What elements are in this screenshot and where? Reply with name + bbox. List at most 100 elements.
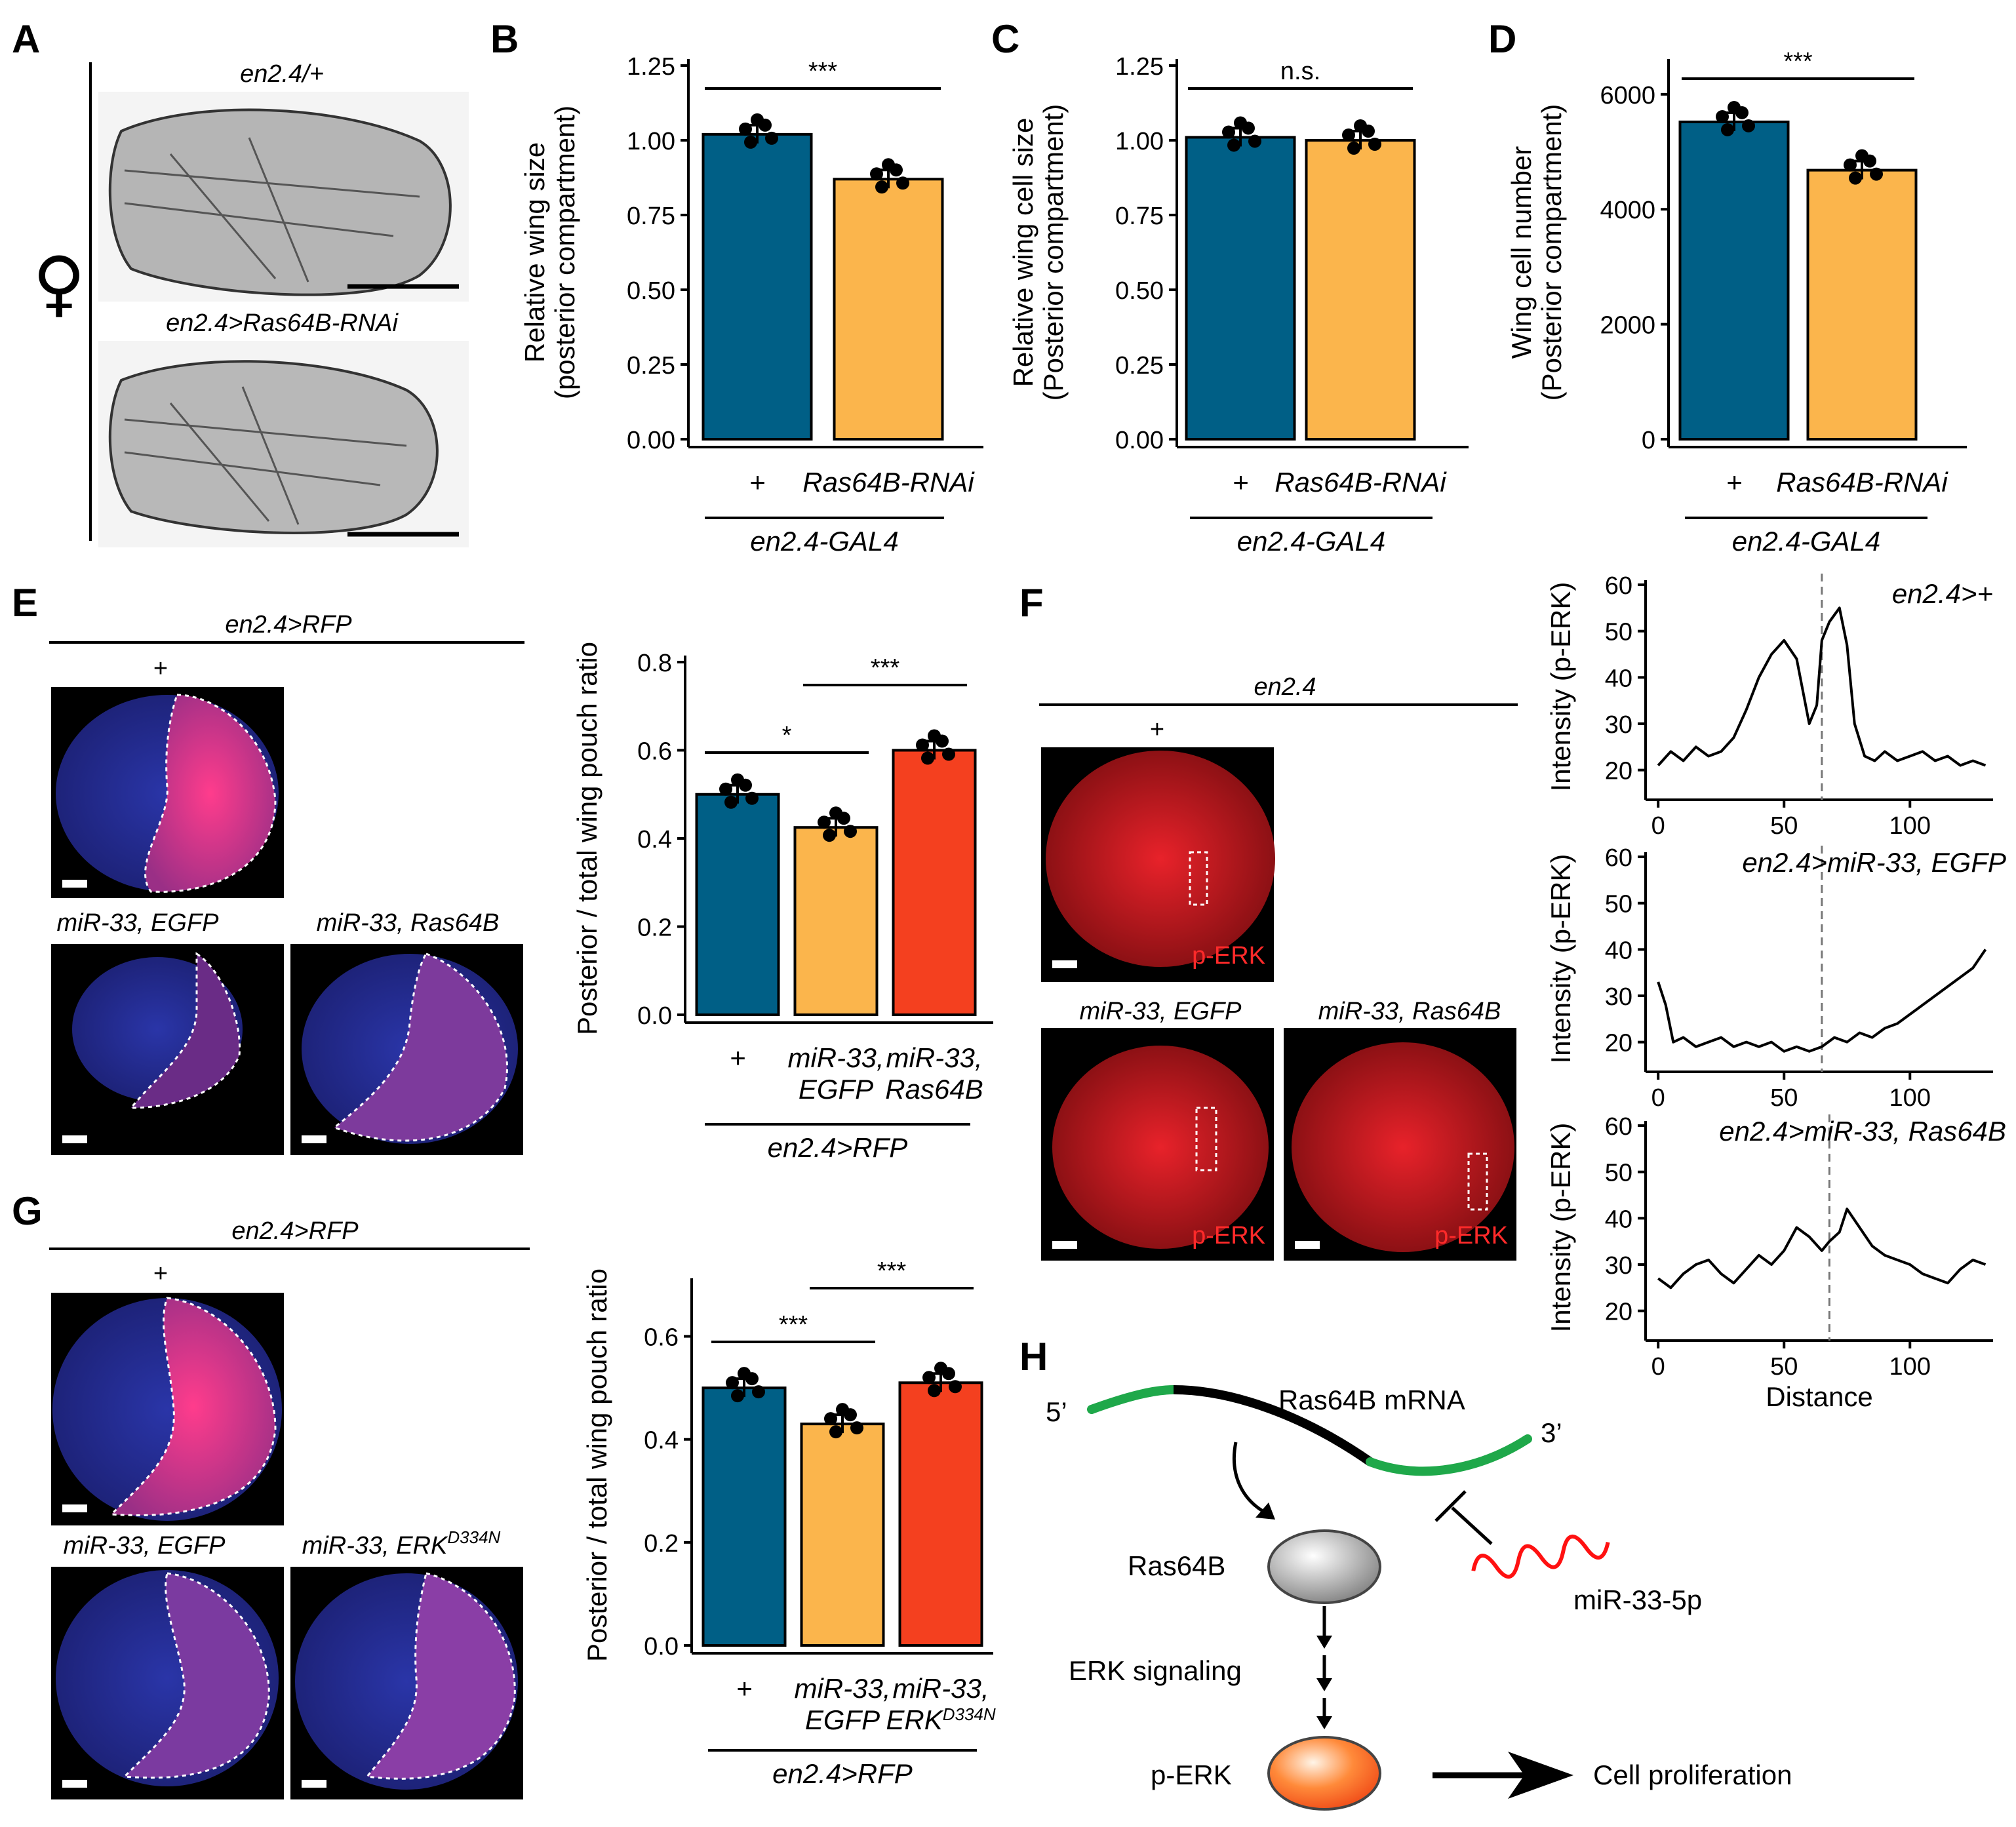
panel-label-c: C bbox=[991, 17, 1019, 61]
mrna-cds bbox=[1173, 1385, 1374, 1466]
y-axis-label: Posterior / total wing pouch ratio bbox=[582, 1268, 612, 1662]
data-point bbox=[731, 1389, 744, 1403]
panel-label-h: H bbox=[1019, 1335, 1048, 1379]
line-chart-2: 20 30 40 50 60 0 50 100 Intensity (p-ERK) en2.4>m… bbox=[1545, 844, 2006, 1112]
bar bbox=[702, 1386, 787, 1647]
bar bbox=[1806, 168, 1918, 441]
panel-a: ♀ en2.4/+ en2.4>Ras64B-RNAi bbox=[33, 60, 469, 547]
panel-label-e: E bbox=[12, 581, 38, 625]
x-tick-label: 100 bbox=[1889, 1084, 1931, 1112]
signal-arrowhead bbox=[1316, 1678, 1332, 1691]
wing-bottom-image bbox=[108, 360, 439, 534]
y-tick-label: 0.50 bbox=[627, 277, 675, 305]
y-tick-label: 0.4 bbox=[644, 1427, 679, 1455]
data-point bbox=[1347, 142, 1360, 155]
y-tick-label: 4000 bbox=[1600, 197, 1655, 224]
disc-image-perk bbox=[1292, 1042, 1514, 1252]
bar bbox=[800, 1423, 885, 1647]
y-tick-label: 0.0 bbox=[637, 1002, 672, 1030]
disc-image-posterior bbox=[144, 694, 277, 893]
roi-box bbox=[1195, 1107, 1217, 1171]
wing-top-image bbox=[108, 108, 452, 296]
data-point bbox=[719, 782, 732, 796]
panel-g-images: en2.4>RFP + miR-33, EGFP miR-33, ERKD334… bbox=[49, 1217, 530, 1799]
y-tick-label: 0.00 bbox=[1115, 427, 1164, 454]
panel-label-f: F bbox=[1019, 581, 1044, 625]
data-point bbox=[751, 113, 764, 127]
y-tick-label: 50 bbox=[1605, 1160, 1632, 1187]
perk-label: p-ERK bbox=[1192, 942, 1265, 970]
proliferation-arrowhead bbox=[1508, 1752, 1573, 1799]
y-tick-label: 0.6 bbox=[637, 738, 672, 766]
significance-label: *** bbox=[877, 1257, 907, 1285]
translation-arrowhead bbox=[1255, 1503, 1275, 1520]
bar bbox=[892, 749, 977, 1016]
y-tick-label: 0.2 bbox=[644, 1530, 679, 1558]
x-tick-label: 50 bbox=[1770, 1353, 1798, 1381]
disc-image-perk bbox=[1052, 1046, 1269, 1249]
y-tick-label: 40 bbox=[1605, 1206, 1632, 1233]
data-point bbox=[745, 791, 759, 805]
panel-g-sub2: miR-33, ERKD334N bbox=[302, 1527, 501, 1560]
panel-f-sub1: miR-33, EGFP bbox=[1079, 998, 1242, 1025]
x-tick-label: 100 bbox=[1889, 1353, 1931, 1381]
x-tick-label: 100 bbox=[1889, 812, 1931, 840]
data-point bbox=[1222, 125, 1235, 139]
y-axis-label: Relative wing cell size bbox=[1008, 118, 1038, 387]
y-tick-label: 30 bbox=[1605, 1252, 1632, 1280]
ras-protein bbox=[1267, 1529, 1381, 1604]
category-label-sup: D334N bbox=[943, 1704, 996, 1724]
y-tick-label: 0.25 bbox=[1115, 352, 1164, 380]
panel-f-header: en2.4 bbox=[1254, 673, 1316, 701]
y-tick-label: 0.8 bbox=[637, 650, 672, 677]
data-point bbox=[1742, 119, 1755, 132]
data-point bbox=[824, 1412, 837, 1426]
mrna-5prime: 5’ bbox=[1046, 1396, 1067, 1427]
roi-box bbox=[1189, 851, 1208, 906]
bar bbox=[1305, 139, 1416, 441]
x-tick-label: 0 bbox=[1651, 812, 1665, 840]
disc-image-perk bbox=[1046, 751, 1275, 967]
category-label: EGFP bbox=[799, 1074, 873, 1105]
data-point bbox=[882, 158, 895, 172]
data-point bbox=[752, 1385, 765, 1399]
category-label: Ras64B-RNAi bbox=[1275, 467, 1447, 498]
y-tick-label: 0 bbox=[1642, 427, 1655, 454]
data-point bbox=[829, 1425, 842, 1439]
panel-f-images: en2.4 + p-ERK miR-33, EGFP miR-33, Ras64… bbox=[1039, 673, 1518, 1261]
chart-c: 0.00 0.25 0.50 0.75 1.00 1.25 Relative wing ce… bbox=[1008, 53, 1469, 557]
panel-e-images: en2.4>RFP + miR-33, EGFP miR-33, Ras64B bbox=[49, 611, 524, 1155]
y-tick-label: 2000 bbox=[1600, 312, 1655, 340]
y-tick-label: 60 bbox=[1605, 1113, 1632, 1141]
translation-arrow bbox=[1232, 1442, 1270, 1516]
panel-e-sub2: miR-33, Ras64B bbox=[317, 909, 500, 937]
category-label: + bbox=[749, 467, 766, 498]
data-point bbox=[765, 131, 778, 145]
data-point bbox=[829, 806, 842, 820]
x-tick-label: 0 bbox=[1651, 1353, 1665, 1381]
intensity-line bbox=[1657, 1208, 1986, 1289]
bar bbox=[793, 826, 879, 1016]
scale-bar bbox=[302, 1135, 326, 1143]
y-axis-label: (Posterior compartment) bbox=[1536, 104, 1567, 401]
data-point bbox=[1716, 109, 1729, 123]
data-point bbox=[934, 1362, 947, 1375]
y-tick-label: 6000 bbox=[1600, 82, 1655, 109]
data-point bbox=[738, 1367, 751, 1381]
panel-g-sub1: miR-33, EGFP bbox=[63, 1532, 226, 1560]
panel-e-sub1: miR-33, EGFP bbox=[56, 909, 219, 937]
line-chart-1: 20 30 40 50 60 0 50 100 Intensity (p-ERK) en2.4>+ bbox=[1545, 572, 1993, 840]
mirna-label: miR-33-5p bbox=[1573, 1584, 1702, 1615]
data-point bbox=[928, 1384, 941, 1398]
y-tick-label: 50 bbox=[1605, 891, 1632, 918]
y-tick-label: 30 bbox=[1605, 983, 1632, 1011]
chart-e: 0.0 0.2 0.4 0.6 0.8 Posterior / total wing po… bbox=[572, 642, 993, 1163]
y-tick-label: 1.00 bbox=[627, 128, 675, 155]
wing-bottom-label: en2.4>Ras64B-RNAi bbox=[166, 309, 399, 337]
scale-bar bbox=[1052, 960, 1077, 968]
group-label: en2.4>RFP bbox=[772, 1758, 913, 1789]
chart-b: 0.00 0.25 0.50 0.75 1.00 1.25 Relative wing si… bbox=[519, 53, 983, 557]
scale-bar bbox=[62, 1135, 87, 1143]
y-axis-label: Intensity (p-ERK) bbox=[1545, 1123, 1576, 1333]
